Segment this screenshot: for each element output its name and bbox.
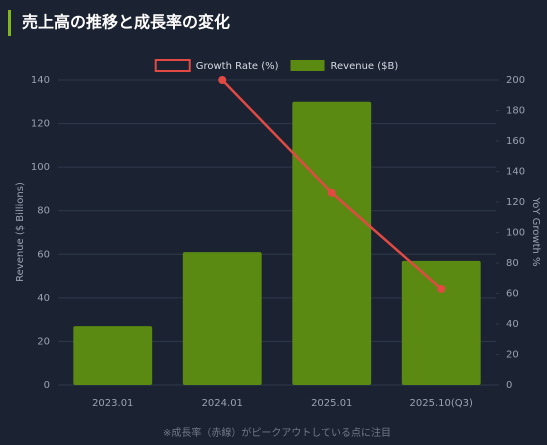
y-axis-title: Revenue ($ Billions) [15,182,26,282]
y2-tick-label: 40 [506,319,519,330]
y2-tick-label: 100 [506,228,525,239]
y2-tick-label: 140 [506,167,525,178]
x-tick-label: 2023.01 [92,398,133,409]
legend-label: Revenue ($B) [331,61,399,72]
legend-label: Growth Rate (%) [196,61,279,72]
chart-title: 売上高の推移と成長率の変化 [22,13,230,32]
title-accent [8,10,11,36]
y-tick-label: 60 [37,249,50,260]
bar [73,326,153,385]
line-point [437,284,446,293]
y2-tick-label: 80 [506,258,519,269]
y-tick-label: 80 [37,206,50,217]
x-tick-label: 2025.10(Q3) [410,398,473,409]
y-tick-label: 20 [37,336,50,347]
y-tick-label: 100 [31,162,50,173]
y2-tick-label: 200 [506,75,525,86]
bar [182,252,262,385]
line-point [327,188,336,197]
legend-swatch [154,59,191,72]
bar [401,260,481,385]
bar [292,101,372,386]
y-tick-label: 140 [31,75,50,86]
x-tick-label: 2024.01 [202,398,243,409]
y2-tick-label: 120 [506,197,525,208]
y-tick-label: 0 [44,380,50,391]
footnote: ※成長率（赤線）がピークアウトしている点に注目 [163,426,391,439]
x-tick-label: 2025.01 [311,398,352,409]
y2-tick-label: 180 [506,106,525,117]
y-tick-label: 120 [31,119,50,130]
y2-axis-title: YoY Growth % [530,196,541,266]
y-tick-label: 40 [37,293,50,304]
line-point [218,76,227,84]
y2-tick-label: 160 [506,136,525,147]
y2-tick-label: 20 [506,350,519,361]
legend-swatch [290,60,325,71]
y2-tick-label: 0 [506,380,512,391]
y2-tick-label: 60 [506,289,519,300]
